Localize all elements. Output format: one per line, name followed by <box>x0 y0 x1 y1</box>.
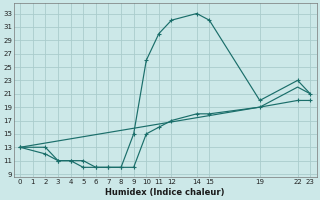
X-axis label: Humidex (Indice chaleur): Humidex (Indice chaleur) <box>106 188 225 197</box>
